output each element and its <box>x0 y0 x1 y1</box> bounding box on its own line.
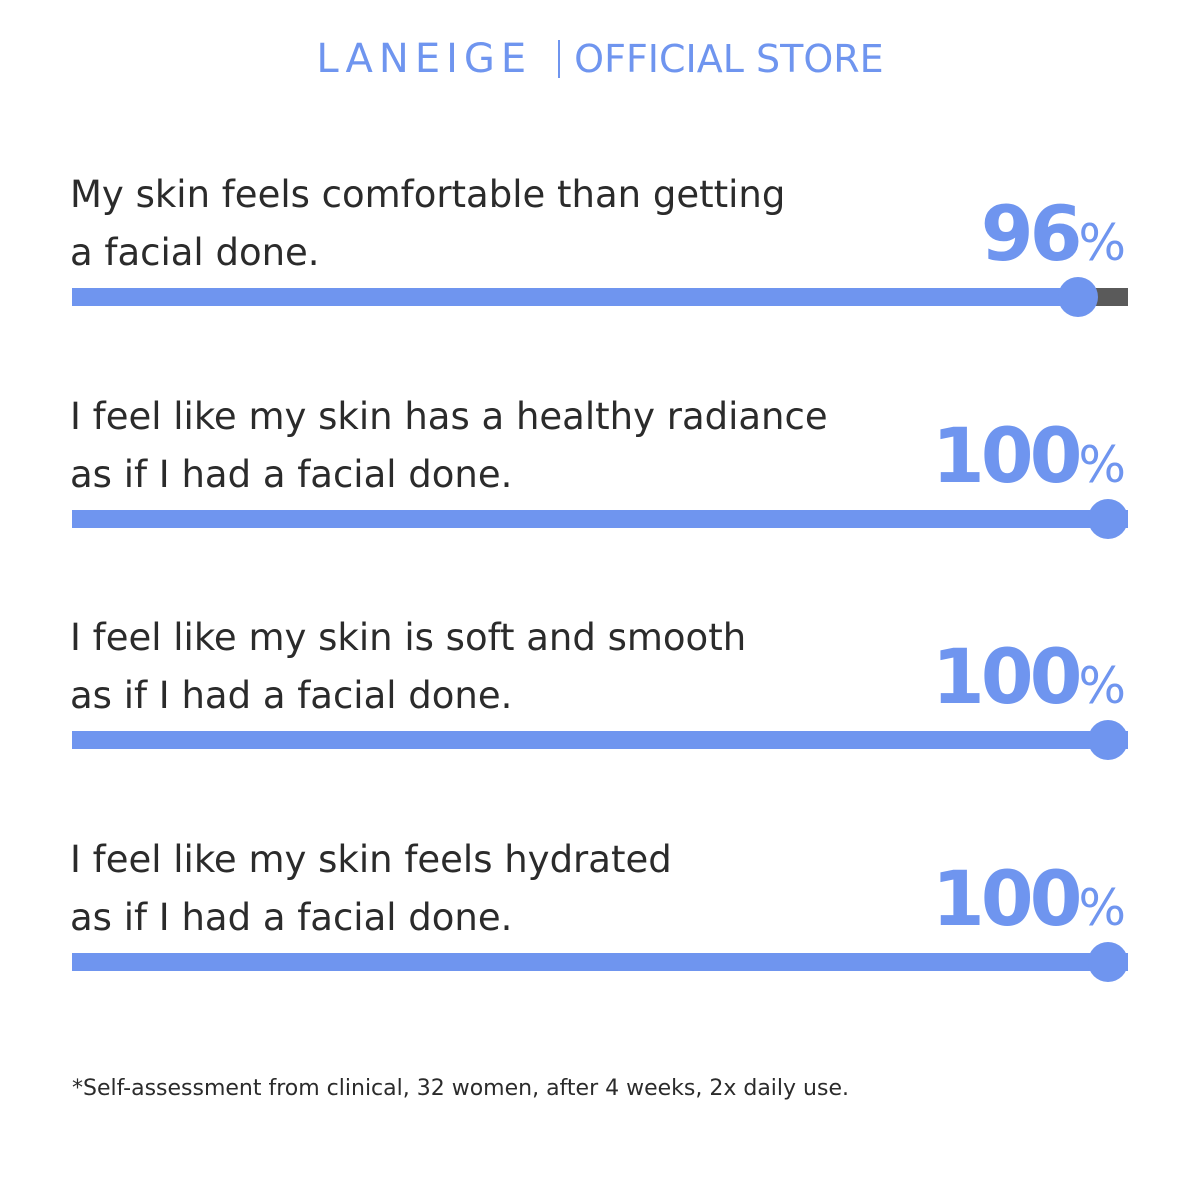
statement-line-1: I feel like my skin feels hydrated <box>70 838 672 881</box>
survey-item-3: I feel like my skin is soft and smooth a… <box>70 609 1130 809</box>
percent-sign: % <box>1078 879 1126 937</box>
progress-fill <box>72 953 1128 971</box>
progress-track <box>72 942 1128 982</box>
store-label: OFFICIAL STORE <box>574 37 884 81</box>
survey-statement: My skin feels comfortable than getting a… <box>70 166 890 282</box>
progress-track <box>72 720 1128 760</box>
survey-item-4: I feel like my skin feels hydrated as if… <box>70 831 1130 1031</box>
statement-line-1: I feel like my skin is soft and smooth <box>70 616 747 659</box>
percent-value: 100% <box>932 627 1126 736</box>
percent-number: 100 <box>931 632 1083 721</box>
statement-line-1: I feel like my skin has a healthy radian… <box>70 395 828 438</box>
progress-fill <box>72 510 1128 528</box>
header-divider <box>558 40 561 78</box>
survey-statement: I feel like my skin has a healthy radian… <box>70 388 890 504</box>
survey-statement: I feel like my skin feels hydrated as if… <box>70 831 890 947</box>
percent-number: 100 <box>931 854 1083 943</box>
footnote: *Self-assessment from clinical, 32 women… <box>72 1076 849 1101</box>
statement-line-2: as if I had a facial done. <box>70 453 513 496</box>
percent-sign: % <box>1078 657 1126 715</box>
percent-value: 100% <box>932 849 1126 958</box>
statement-line-2: as if I had a facial done. <box>70 674 513 717</box>
progress-knob <box>1088 942 1128 982</box>
percent-number: 96 <box>980 189 1083 278</box>
survey-statement: I feel like my skin is soft and smooth a… <box>70 609 890 725</box>
progress-knob <box>1088 499 1128 539</box>
survey-item-1: My skin feels comfortable than getting a… <box>70 166 1130 366</box>
statement-line-2: as if I had a facial done. <box>70 896 513 939</box>
progress-knob <box>1057 277 1098 317</box>
brand-logo: LANEIGE <box>316 36 533 82</box>
header: LANEIGE OFFICIAL STORE <box>0 36 1200 82</box>
percent-value: 100% <box>932 406 1126 515</box>
progress-track <box>72 499 1128 539</box>
progress-fill <box>72 731 1128 749</box>
percent-number: 100 <box>931 411 1083 500</box>
survey-item-2: I feel like my skin has a healthy radian… <box>70 388 1130 588</box>
progress-track <box>72 277 1128 317</box>
percent-sign: % <box>1078 214 1126 272</box>
statement-line-1: My skin feels comfortable than getting <box>70 173 786 216</box>
percent-value: 96% <box>981 184 1126 293</box>
progress-fill <box>72 288 1086 306</box>
statement-line-2: a facial done. <box>70 231 320 274</box>
progress-knob <box>1088 720 1128 760</box>
percent-sign: % <box>1078 436 1126 494</box>
